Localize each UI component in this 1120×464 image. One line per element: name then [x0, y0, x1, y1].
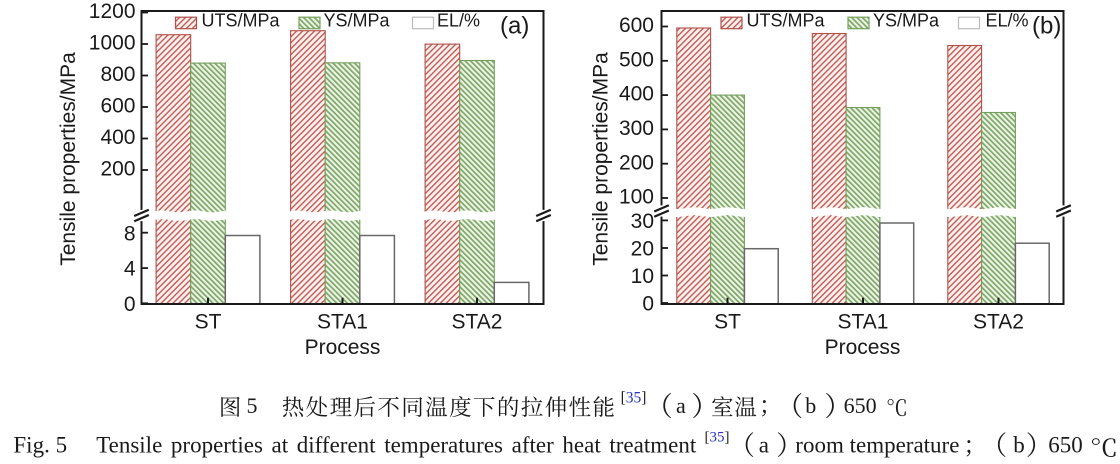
svg-text:4: 4	[124, 258, 136, 281]
svg-text:20: 20	[631, 238, 654, 261]
svg-text:650: 650	[844, 393, 877, 418]
svg-text:5: 5	[247, 393, 258, 418]
svg-text:STA1: STA1	[838, 311, 889, 334]
svg-text:b: b	[805, 393, 816, 418]
svg-text:300: 300	[619, 117, 654, 140]
svg-text:400: 400	[100, 126, 135, 149]
svg-text:YS/MPa: YS/MPa	[873, 11, 940, 31]
svg-text:EL/%: EL/%	[437, 11, 480, 31]
svg-text:Process: Process	[305, 336, 381, 359]
svg-text:Process: Process	[825, 336, 901, 359]
svg-text:a: a	[676, 393, 686, 418]
svg-text:650: 650	[1048, 432, 1083, 457]
svg-text:[35]: [35]	[705, 430, 730, 446]
svg-text:UTS/MPa: UTS/MPa	[747, 11, 826, 31]
svg-text:STA2: STA2	[973, 311, 1024, 334]
svg-text:ST: ST	[714, 311, 741, 334]
svg-text:Tensile properties/MPa: Tensile properties/MPa	[57, 52, 80, 266]
svg-text:100: 100	[619, 186, 654, 209]
svg-text:200: 200	[100, 158, 135, 181]
svg-text:1000: 1000	[89, 32, 136, 55]
svg-text:10: 10	[631, 265, 654, 288]
svg-text:YS/MPa: YS/MPa	[324, 11, 391, 31]
svg-text:Fig. 5: Fig. 5	[13, 432, 67, 457]
svg-text:(a): (a)	[500, 13, 529, 40]
svg-text:b: b	[1013, 432, 1025, 457]
svg-text:1200: 1200	[89, 0, 136, 23]
svg-text:STA2: STA2	[452, 311, 503, 334]
svg-text:ST: ST	[195, 311, 222, 334]
svg-text:400: 400	[619, 83, 654, 106]
svg-text:room temperature: room temperature	[795, 432, 959, 457]
svg-text:0: 0	[642, 293, 654, 316]
svg-text:0: 0	[124, 293, 136, 316]
svg-text:Tensile properties at differen: Tensile properties at different temperat…	[96, 432, 697, 457]
svg-text:800: 800	[100, 63, 135, 86]
svg-text:EL/%: EL/%	[986, 11, 1029, 31]
svg-text:30: 30	[631, 210, 654, 233]
svg-text:(b): (b)	[1032, 13, 1061, 40]
svg-text:8: 8	[124, 222, 136, 245]
svg-text:[35]: [35]	[621, 390, 647, 407]
svg-text:UTS/MPa: UTS/MPa	[202, 11, 281, 31]
svg-text:Tensile properties/MPa: Tensile properties/MPa	[590, 52, 613, 266]
svg-text:STA1: STA1	[317, 311, 368, 334]
svg-text:600: 600	[100, 95, 135, 118]
svg-text:600: 600	[619, 14, 654, 37]
svg-text:500: 500	[619, 48, 654, 71]
svg-text:200: 200	[619, 151, 654, 174]
svg-text:a: a	[759, 432, 769, 457]
